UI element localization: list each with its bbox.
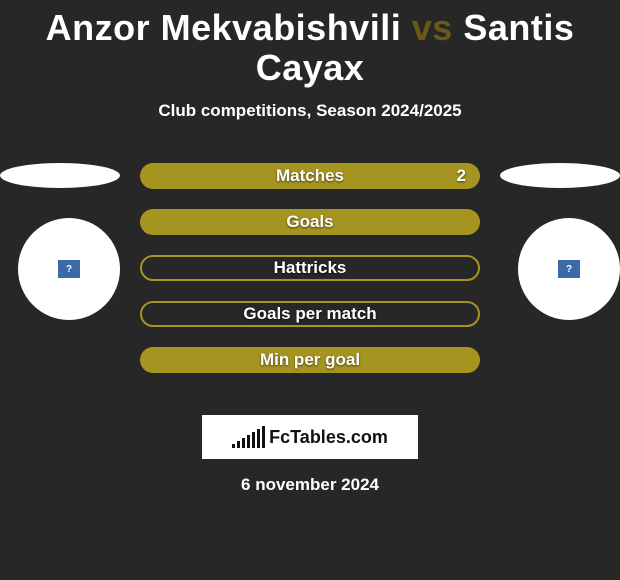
stat-row: Goals	[140, 209, 480, 235]
vs-text: vs	[412, 7, 453, 48]
ellipse-left	[0, 163, 120, 188]
club-left-badge: ?	[58, 260, 80, 278]
player1-name: Anzor Mekvabishvili	[46, 7, 402, 48]
brand-box: FcTables.com	[202, 415, 418, 459]
page-title: Anzor Mekvabishvili vs Santis Cayax	[0, 0, 620, 87]
subtitle: Club competitions, Season 2024/2025	[0, 101, 620, 121]
comparison-stage: ? ? Matches 2 Goals Hattricks Goals per matc…	[0, 163, 620, 393]
stat-row: Min per goal	[140, 347, 480, 373]
brand-bars-icon	[232, 426, 265, 448]
stat-row: Goals per match	[140, 301, 480, 327]
stat-rows: Matches 2 Goals Hattricks Goals per match Min…	[140, 163, 480, 373]
stat-label: Goals	[286, 212, 333, 232]
stat-row: Hattricks	[140, 255, 480, 281]
stat-label: Matches	[276, 166, 344, 186]
club-left-avatar: ?	[18, 218, 120, 320]
brand-text: FcTables.com	[269, 427, 388, 448]
stat-label: Hattricks	[274, 258, 347, 278]
ellipse-right	[500, 163, 620, 188]
stat-value-right: 2	[457, 166, 466, 186]
club-right-avatar: ?	[518, 218, 620, 320]
club-right-badge: ?	[558, 260, 580, 278]
date-text: 6 november 2024	[0, 475, 620, 495]
stat-row: Matches 2	[140, 163, 480, 189]
stat-label: Goals per match	[243, 304, 376, 324]
stat-label: Min per goal	[260, 350, 360, 370]
